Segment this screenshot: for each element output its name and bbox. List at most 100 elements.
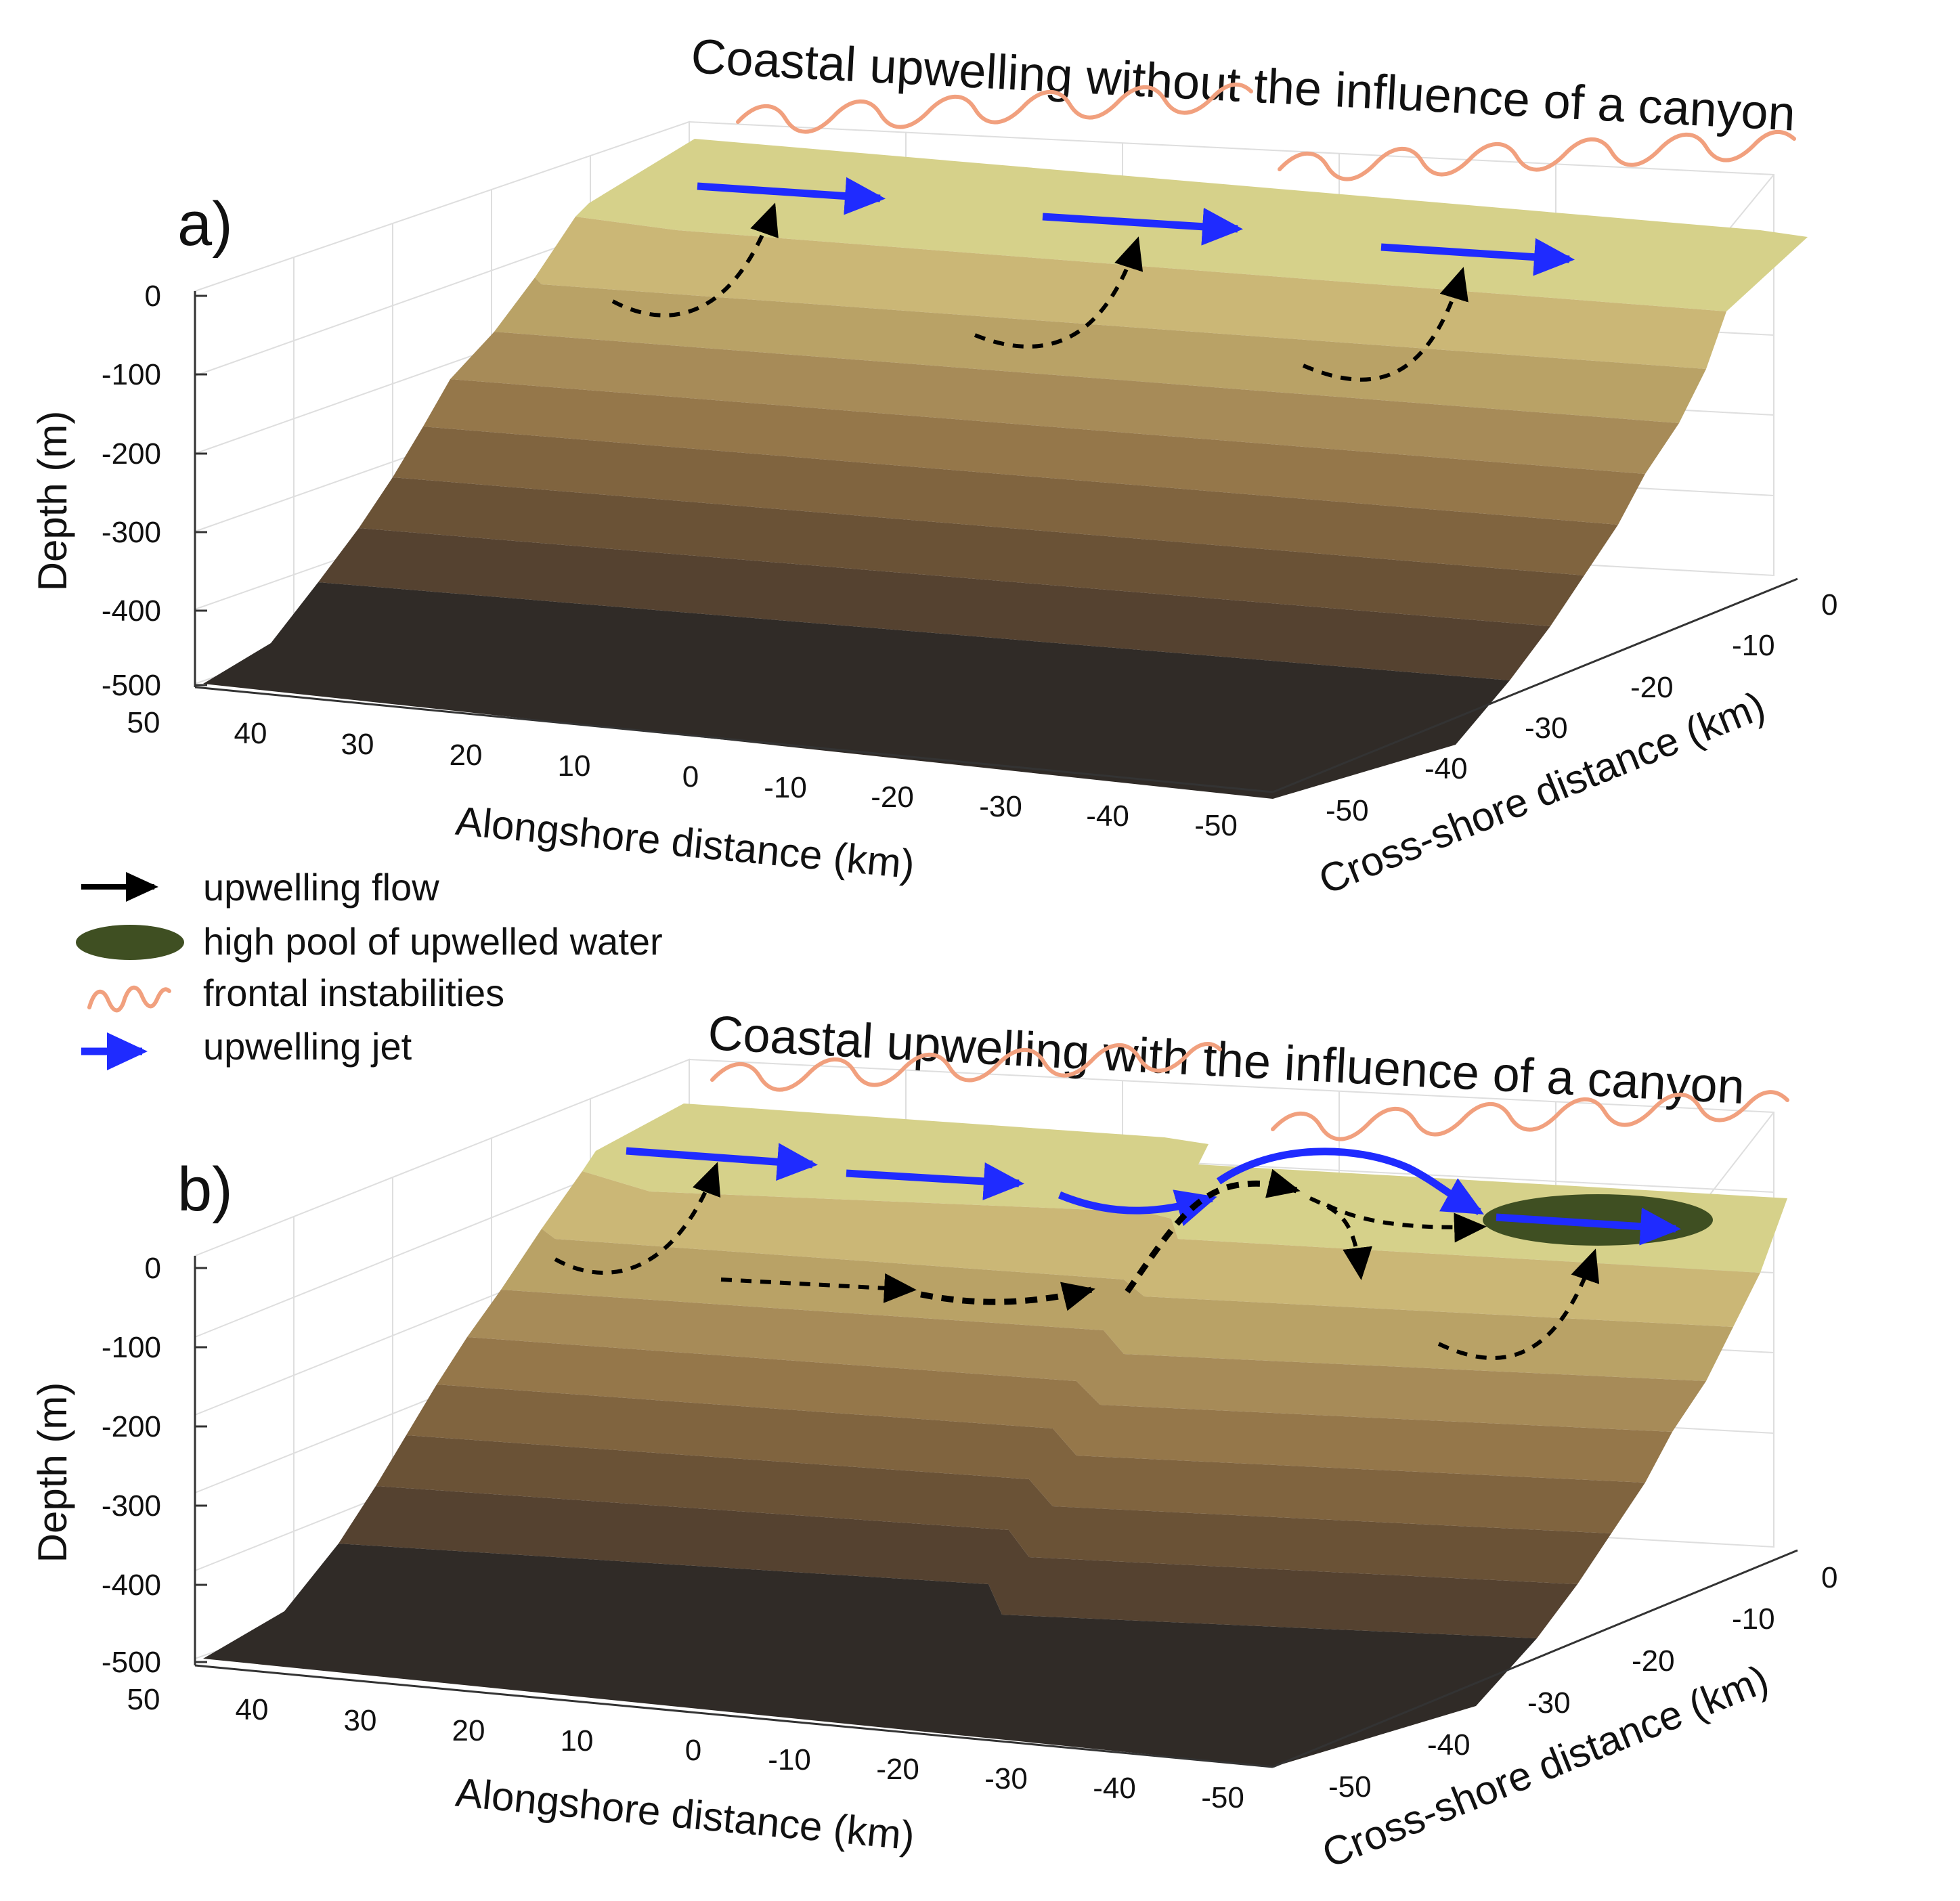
band-5 <box>406 1384 1645 1533</box>
panel-b-terrain <box>203 1104 1787 1767</box>
z-tick: 0 <box>145 1252 161 1285</box>
panel-b-y-tick-labels: 0 -10 -20 -30 -40 -50 <box>1328 1561 1837 1804</box>
legend-label: high pool of upwelled water <box>203 920 663 963</box>
band-2 <box>494 278 1706 423</box>
legend-label: upwelling flow <box>203 866 439 909</box>
upwelling-flow <box>1437 1248 1600 1360</box>
upwelling-jet <box>626 1143 818 1181</box>
y-tick: -40 <box>1424 752 1468 785</box>
upwelling-jet <box>1496 1207 1681 1246</box>
upwelling-flow <box>720 1273 917 1303</box>
x-tick: -50 <box>1201 1781 1244 1814</box>
z-tick: -500 <box>102 1646 161 1679</box>
y-tick: -10 <box>1732 1602 1775 1636</box>
band-4 <box>423 379 1645 525</box>
z-tick: 0 <box>145 280 161 313</box>
x-tick: 0 <box>685 1734 701 1767</box>
z-tick: -200 <box>102 1410 161 1443</box>
legend-label: upwelling jet <box>203 1025 412 1068</box>
y-tick: -50 <box>1326 794 1369 827</box>
z-tick: -200 <box>102 437 161 471</box>
upwelling-flow <box>1309 1196 1372 1280</box>
y-tick: 0 <box>1821 588 1837 621</box>
x-tick: -30 <box>984 1762 1028 1795</box>
upwelling-flow <box>1302 267 1468 382</box>
panel-a-z-tick-labels: 0 -100 -200 -300 -400 -500 <box>102 280 161 702</box>
upwelling-flow <box>554 1162 721 1275</box>
x-tick: -10 <box>764 771 807 804</box>
z-tick: -100 <box>102 1331 161 1364</box>
upwelling-flow <box>1125 1168 1301 1294</box>
legend-item-upwelling-jet: upwelling jet <box>81 1025 412 1070</box>
upwelling-jet <box>1380 238 1575 276</box>
panel-a-label: a) <box>177 190 233 259</box>
band-6 <box>376 1435 1611 1584</box>
x-tick: -20 <box>871 781 914 814</box>
x-tick: -10 <box>768 1743 811 1776</box>
panel-b-axes <box>194 1256 1798 1768</box>
band-1 <box>542 1171 1760 1327</box>
orange-wave-icon <box>87 985 171 1013</box>
upwelling-flow <box>920 1282 1095 1311</box>
y-tick: -50 <box>1328 1770 1372 1804</box>
y-tick: -20 <box>1632 1644 1675 1678</box>
band-5 <box>393 427 1618 575</box>
x-tick: 50 <box>127 1683 160 1716</box>
panel-a-y-tick-labels: 0 -10 -20 -30 -40 -50 <box>1326 588 1837 827</box>
x-tick: -50 <box>1194 809 1238 842</box>
x-tick: 30 <box>344 1704 377 1737</box>
band-7 <box>318 528 1550 680</box>
x-tick: 10 <box>558 749 591 783</box>
upwelling-jet <box>1042 207 1243 246</box>
panel-a-z-ticks <box>195 294 207 686</box>
panel-b-x-axis-label: Alongshore distance (km) <box>454 1770 917 1859</box>
z-tick: -400 <box>102 594 161 628</box>
panel-b-frontal-instabilities <box>710 1041 1789 1141</box>
band-7 <box>339 1486 1577 1638</box>
legend-item-high-pool: high pool of upwelled water <box>76 920 663 963</box>
y-tick: -30 <box>1527 1686 1571 1720</box>
z-tick: -300 <box>102 1489 161 1523</box>
x-tick: 40 <box>236 1693 269 1726</box>
panel-a-x-tick-labels: 50 40 30 20 10 0 -10 -20 -30 -40 -50 <box>127 706 1238 842</box>
x-tick: 30 <box>341 728 374 761</box>
z-tick: -300 <box>102 516 161 549</box>
panel-b-z-ticks <box>195 1267 207 1663</box>
panel-a-frontal-instabilities <box>736 82 1796 181</box>
legend-item-upwelling-flow: upwelling flow <box>81 866 439 909</box>
band-8 <box>203 1544 1537 1767</box>
band-2 <box>501 1229 1733 1381</box>
legend-label: frontal instabilities <box>203 971 504 1014</box>
panel-a-x-axis-label: Alongshore distance (km) <box>454 798 917 888</box>
legend-item-frontal-instabilities: frontal instabilities <box>87 971 504 1014</box>
panel-a-upwelling-flows <box>611 202 1468 382</box>
z-tick: -400 <box>102 1569 161 1602</box>
x-tick: 50 <box>127 706 160 739</box>
band-6 <box>359 477 1584 626</box>
x-tick: 20 <box>450 739 483 772</box>
panel-b-z-axis-label: Depth (m) <box>30 1382 75 1563</box>
upwelling-jet <box>1216 1148 1484 1215</box>
band-4 <box>437 1337 1672 1483</box>
band-8 <box>203 582 1510 799</box>
y-tick: 0 <box>1821 1561 1837 1594</box>
y-tick: -20 <box>1630 671 1674 704</box>
z-tick: -500 <box>102 669 161 702</box>
x-tick: -30 <box>979 790 1022 823</box>
band-3 <box>467 1290 1706 1432</box>
panel-b-label: b) <box>177 1155 233 1224</box>
panel-b-x-tick-labels: 50 40 30 20 10 0 -10 -20 -30 -40 -50 <box>127 1683 1244 1814</box>
x-tick: 10 <box>561 1724 594 1757</box>
y-tick: -40 <box>1427 1728 1471 1762</box>
z-tick: -100 <box>102 358 161 391</box>
x-tick: -40 <box>1093 1772 1136 1805</box>
panel-b-upwelling-flows <box>554 1162 1600 1360</box>
legend: upwelling flow high pool of upwelled wat… <box>76 866 663 1070</box>
upwelling-flow <box>611 202 779 318</box>
x-tick: -40 <box>1086 800 1129 833</box>
panel-a: 0 -100 -200 -300 -400 -500 50 40 30 20 1… <box>30 29 1837 902</box>
x-tick: -20 <box>876 1753 919 1786</box>
panel-b-z-tick-labels: 0 -100 -200 -300 -400 -500 <box>102 1252 161 1679</box>
panel-a-terrain <box>203 139 1808 799</box>
upwelling-jet <box>697 177 886 215</box>
